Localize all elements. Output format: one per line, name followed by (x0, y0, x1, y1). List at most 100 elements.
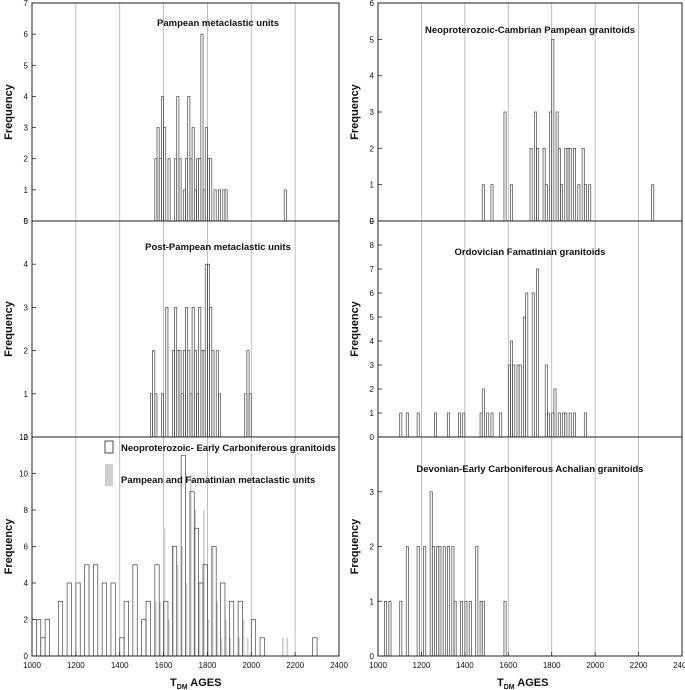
histogram-bar (544, 184, 548, 222)
histogram-bar (281, 637, 284, 656)
histogram-bar (536, 147, 540, 222)
histogram-bar (202, 564, 208, 657)
histogram-bar (405, 412, 409, 438)
y-tick-label: 0 (370, 433, 375, 442)
histogram-bar (218, 393, 221, 438)
y-tick-label: 4 (24, 579, 29, 588)
histogram-bar (181, 546, 183, 656)
x-tick-label: 1600 (155, 661, 173, 670)
histogram-bar (224, 189, 228, 222)
y-tick-label: 5 (24, 61, 29, 70)
histogram-bar (431, 546, 435, 657)
y-tick-label: 0 (24, 433, 29, 442)
histogram-bar (167, 158, 171, 222)
x-tick-label: 1400 (111, 661, 129, 670)
histogram-bar (220, 637, 223, 656)
histogram-bar (242, 619, 245, 656)
histogram-bar (211, 350, 215, 438)
histogram-bar (123, 600, 129, 657)
legend-open-swatch (104, 440, 114, 454)
histogram-bar (551, 38, 555, 222)
y-tick-label: 2 (24, 347, 29, 356)
histogram-bar (171, 546, 178, 657)
histogram-bar (481, 184, 485, 222)
histogram-bar (525, 292, 529, 438)
histogram-bar (40, 637, 46, 657)
histogram-bar (57, 600, 64, 657)
histogram-panel-1: 0 1 2 3 4 5 6 7 Frequency Pampean metaclastic uni… (3, 0, 340, 226)
histogram-bar (101, 582, 107, 657)
histogram-bar (453, 600, 457, 657)
histogram-bar (224, 619, 227, 656)
histogram-bar (442, 546, 446, 657)
y-tick-label: 2 (370, 543, 375, 552)
histogram-bar (211, 546, 217, 657)
x-tick-label: 1000 (369, 661, 387, 670)
histogram-bar (75, 582, 81, 657)
histogram-bar (568, 412, 572, 438)
histogram-bar (564, 412, 568, 438)
y-tick-label: 2 (370, 385, 375, 394)
histogram-bar (583, 184, 587, 222)
histogram-bar (229, 637, 232, 656)
x-axis-title-right: TDM AGES (497, 677, 548, 690)
histogram-bar (553, 388, 557, 438)
histogram-bar (490, 412, 494, 438)
y-tick-label: 8 (24, 506, 29, 515)
histogram-bar (198, 582, 204, 657)
y-tick-label: 4 (370, 337, 375, 346)
histogram-bar (457, 412, 461, 438)
histogram-panel-3: 0 2 4 6 8 10 12 1000 1200 1400 1600 1800 2000 2200 240… (3, 433, 348, 670)
histogram-bar (193, 527, 200, 657)
histogram-bar (462, 412, 466, 438)
histogram-bar (399, 600, 403, 657)
histogram-bar (536, 268, 540, 438)
y-tick-label: 1 (370, 181, 375, 190)
y-tick-label: 9 (370, 217, 375, 226)
y-tick-label: 3 (24, 124, 29, 133)
histogram-bar (213, 189, 217, 222)
histogram-bar (447, 546, 451, 657)
x-tick-label: 2000 (586, 661, 604, 670)
y-tick-label: 6 (370, 289, 375, 298)
panel-title: Neoproterozoic-Cambrian Pampean granitoi… (425, 25, 635, 36)
panel-title: Ordovician Famatinian granitoids (455, 247, 606, 258)
histogram-bar (44, 619, 50, 657)
y-tick-label: 6 (24, 543, 29, 552)
histogram-bar (499, 412, 503, 438)
x-tick-label: 1800 (543, 661, 561, 670)
histogram-bar (460, 600, 464, 657)
histogram-bar (259, 637, 265, 657)
legend: Neoproterozoic- Early Carboniferous gran… (104, 440, 336, 486)
y-tick-label: 3 (370, 361, 375, 370)
histogram-bar (416, 546, 420, 657)
histogram-bar (132, 564, 138, 657)
histogram-bar (246, 637, 249, 656)
y-tick-label: 6 (370, 0, 375, 8)
panel-title: Post-Pampean metaclastic units (145, 242, 291, 253)
histogram-bar (238, 637, 240, 656)
histogram-bar (189, 473, 192, 656)
histogram-bar (119, 637, 125, 657)
x-tick-label: 1200 (413, 661, 431, 670)
histogram-bar (163, 127, 167, 222)
histogram-bar (84, 564, 90, 657)
histogram-bar (163, 600, 169, 657)
histogram-bar (165, 307, 169, 438)
histogram-bar (573, 147, 576, 222)
histogram-bar (154, 564, 160, 657)
histogram-bar (218, 189, 221, 222)
histogram-bar (490, 184, 494, 222)
histogram-bar (423, 546, 427, 657)
histogram-bar (468, 600, 472, 657)
histogram-bar (481, 388, 485, 438)
y-tick-label: 1 (370, 597, 375, 606)
histogram-bar (161, 393, 164, 438)
y-axis-label: Frequency (349, 518, 361, 575)
histogram-panel-6: 0 1 2 3 1000 1200 1400 1600 1800 2000 2200 2400 Freq… (349, 436, 685, 670)
histogram-bar (163, 528, 166, 656)
y-tick-label: 3 (370, 108, 375, 117)
series-open (399, 268, 587, 438)
histogram-bar (518, 364, 522, 438)
